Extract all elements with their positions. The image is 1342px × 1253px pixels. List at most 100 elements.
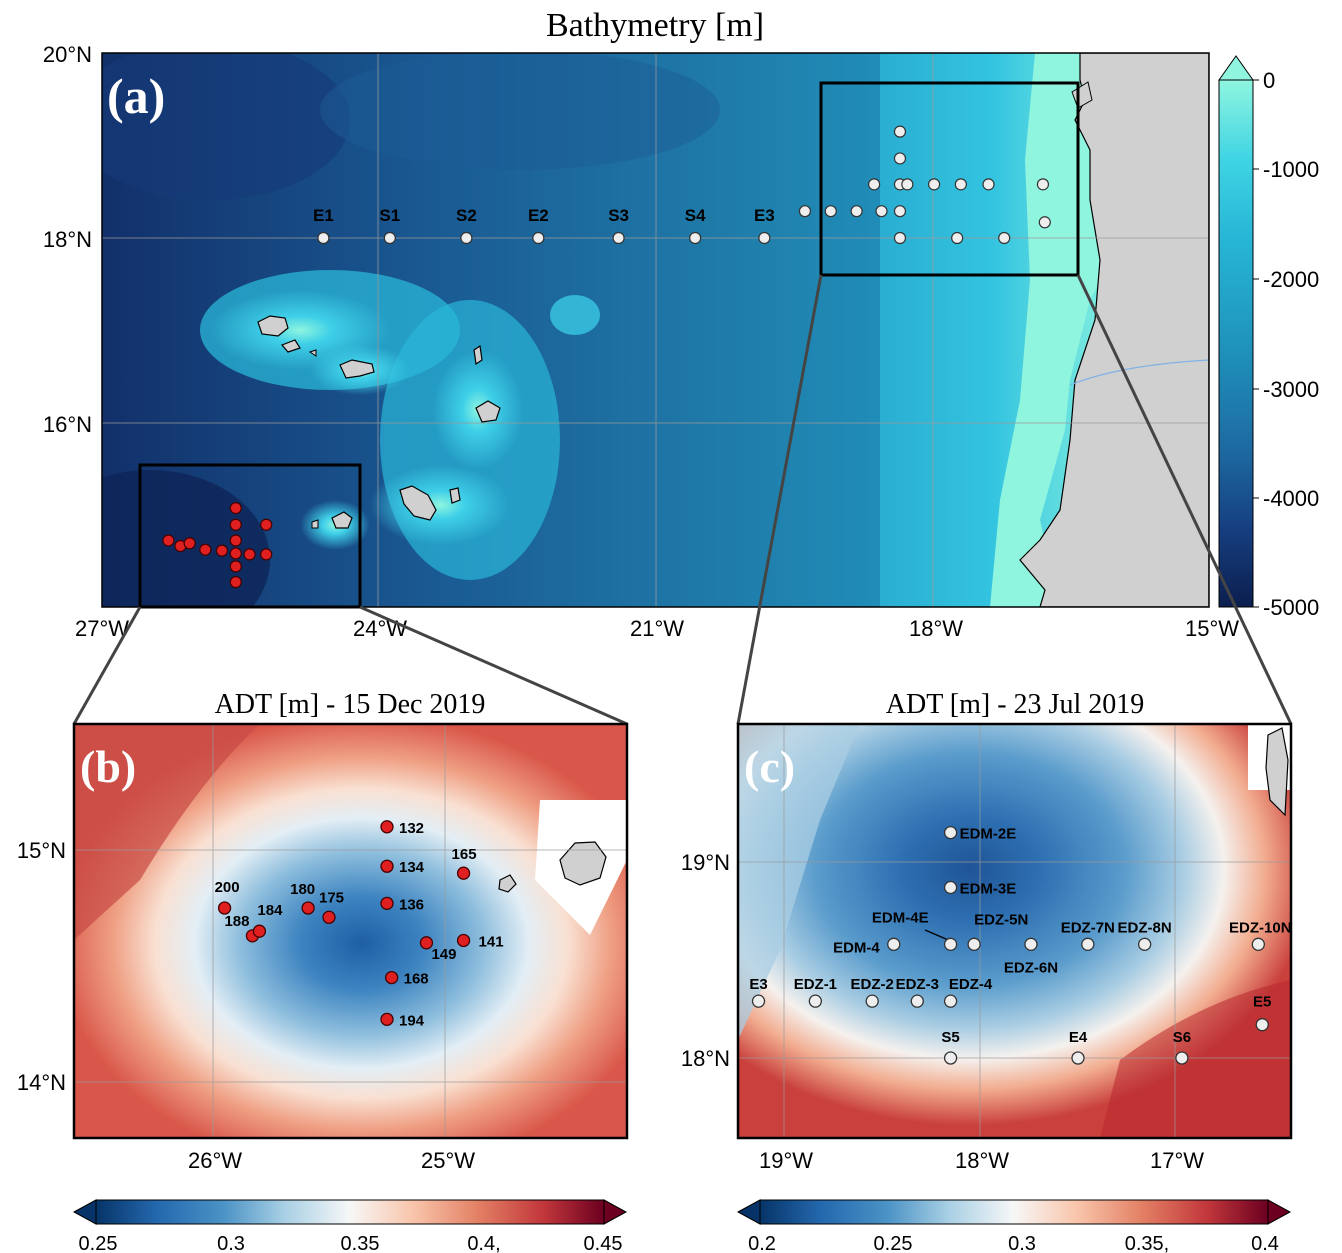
cbar-a-tick-0: 0: [1263, 68, 1275, 93]
station-label-141: 141: [479, 933, 504, 950]
station-marker-e3: [751, 994, 766, 1008]
panel-b-map: [74, 724, 627, 1138]
station-label-edz-6n: EDZ-6N: [1004, 959, 1058, 976]
station-marker: [927, 178, 941, 191]
lon-label-27w: 27°W: [75, 616, 129, 641]
station-marker-edz-8n: [1137, 937, 1152, 951]
station-marker-149: [419, 936, 434, 950]
cbar-c-tick-2: 0.25: [874, 1233, 913, 1253]
station-marker-165: [456, 866, 471, 880]
station-marker-edm-2e: [943, 825, 958, 840]
station-marker: [850, 205, 863, 218]
station-label-134: 134: [399, 859, 425, 876]
c-lon-18w: 18°W: [955, 1148, 1009, 1173]
cbar-c-tick-4: 0.35,: [1125, 1233, 1169, 1253]
lon-label-15w: 15°W: [1185, 616, 1239, 641]
adt-colorbar-b: 0.25 0.3 0.35 0.4, 0.45: [72, 1199, 628, 1253]
station-marker: [893, 231, 907, 245]
station-label-e5: E5: [1253, 994, 1271, 1011]
station-label-edm-4e: EDM-4E: [872, 909, 929, 926]
station-marker-edz-1: [808, 994, 823, 1008]
station-marker-red: [229, 534, 242, 547]
bathymetry-colorbar: 0 -1000 -2000 -3000 -4000 -5000: [1218, 55, 1319, 620]
lat-label-20n: 20°N: [43, 42, 92, 67]
station-marker: [951, 231, 964, 245]
lon-label-21w: 21°W: [630, 616, 684, 641]
c-lat-18n: 18°N: [681, 1046, 730, 1071]
station-label-edz-8n: EDZ-8N: [1118, 919, 1172, 936]
panel-b-title: ADT [m] - 15 Dec 2019: [215, 689, 486, 720]
station-label-168: 168: [404, 971, 429, 988]
station-marker: [901, 178, 914, 191]
station-marker: [954, 178, 967, 191]
station-marker-e2: [532, 231, 545, 245]
cbar-a-tick-4000: -4000: [1263, 486, 1319, 511]
station-label: S1: [379, 206, 400, 225]
station-marker: [893, 205, 907, 218]
station-marker-s5: [943, 1051, 958, 1065]
station-label-edm-4: EDM-4: [833, 939, 880, 956]
station-label-edm-3e: EDM-3E: [960, 880, 1017, 897]
station-label: S3: [608, 206, 629, 225]
cbar-b-tick-1: 0.25: [79, 1233, 118, 1253]
station-label-175: 175: [319, 889, 344, 906]
lat-label-18n: 18°N: [43, 227, 92, 252]
station-label-184: 184: [257, 902, 283, 919]
panel-a-map: [102, 53, 1209, 607]
station-marker-132: [380, 820, 394, 834]
b-lon-25w: 25°W: [421, 1148, 475, 1173]
station-marker-180: [301, 901, 315, 915]
station-marker: [982, 178, 995, 191]
station-marker-s4: [689, 231, 702, 245]
station-marker-175: [322, 910, 336, 924]
c-lon-17w: 17°W: [1150, 1148, 1204, 1173]
station-marker-edz-4: [943, 994, 958, 1008]
station-marker-s3: [612, 231, 625, 245]
b-lat-14n: 14°N: [17, 1070, 66, 1095]
station-label-e4: E4: [1069, 1029, 1088, 1046]
c-lat-19n: 19°N: [681, 850, 730, 875]
station-label-e3: E3: [749, 976, 767, 993]
station-marker-e5: [1255, 1018, 1269, 1032]
station-marker: [798, 205, 812, 218]
station-marker-red: [229, 560, 242, 573]
zoom-box-c: [819, 81, 1080, 277]
station-marker-s2: [460, 231, 473, 245]
station-label-edz-3: EDZ-3: [896, 976, 939, 993]
station-label-edz-4: EDZ-4: [949, 976, 993, 993]
station-marker-edz-2: [865, 994, 879, 1008]
panel-c-title: ADT [m] - 23 Jul 2019: [886, 689, 1144, 720]
station-marker-edz-3: [910, 994, 924, 1008]
station-label-136: 136: [399, 896, 424, 913]
station-marker-red: [162, 534, 175, 547]
station-marker: [824, 205, 837, 218]
b-lat-15n: 15°N: [17, 838, 66, 863]
station-label: S4: [685, 206, 706, 225]
station-marker-e1: [317, 231, 330, 245]
station-label-132: 132: [399, 820, 424, 837]
cbar-b-tick-4: 0.4,: [467, 1233, 500, 1253]
station-label-edz-5n: EDZ-5N: [974, 911, 1028, 928]
station-marker-s1: [383, 231, 396, 245]
station-label: E2: [528, 206, 549, 225]
station-label-edz-1: EDZ-1: [794, 976, 837, 993]
lon-label-24w: 24°W: [353, 616, 407, 641]
station-marker-edz-5n: [967, 937, 981, 951]
station-marker-edm-4e: [943, 937, 958, 951]
station-marker-red: [260, 548, 273, 561]
station-marker-red: [215, 544, 229, 557]
cbar-a-tick-3000: -3000: [1263, 377, 1319, 402]
station-label-s6: S6: [1173, 1029, 1191, 1046]
station-marker-red: [260, 518, 273, 531]
panel-c-letter: (c): [744, 741, 795, 792]
cbar-a-tick-1000: -1000: [1263, 157, 1319, 182]
station-marker-141: [456, 933, 471, 948]
panel-a-letter: (a): [107, 68, 165, 124]
station-marker: [875, 205, 888, 218]
station-label: E1: [313, 206, 334, 225]
station-label: E3: [754, 206, 775, 225]
station-marker-edm-3e: [943, 880, 958, 895]
cbar-b-tick-2: 0.3: [217, 1233, 245, 1253]
panel-b-letter: (b): [80, 741, 136, 792]
station-marker-red: [229, 575, 242, 589]
